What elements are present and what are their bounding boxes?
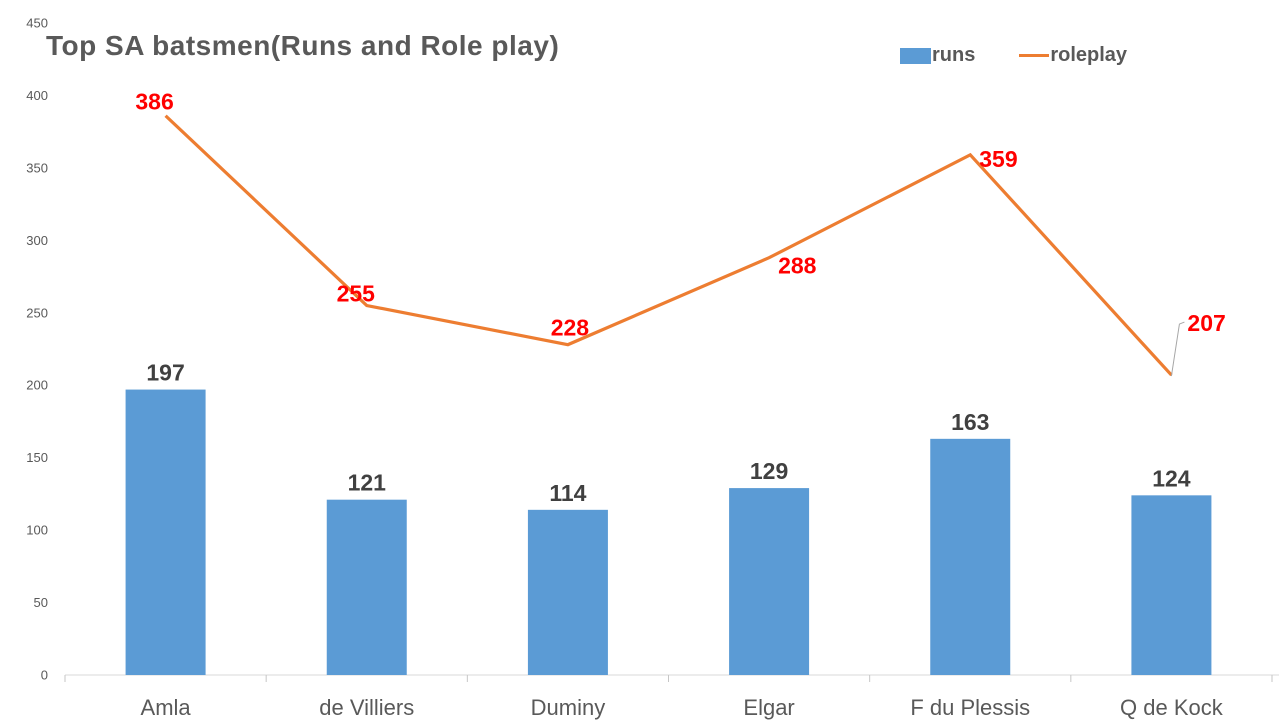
legend-label-roleplay: roleplay [1050,44,1128,66]
legend-item-roleplay[interactable]: roleplay [1019,44,1127,67]
runs-bar [527,509,608,675]
y-axis-tick-label: 400 [26,88,48,103]
line-point-label: 228 [551,315,590,341]
y-axis-tick-label: 450 [26,16,48,31]
x-axis-category-label: F du Plessis [910,695,1030,720]
y-axis-tick-label: 200 [26,378,48,393]
roleplay-swatch-icon [1019,53,1050,58]
line-point-label: 207 [1187,310,1225,336]
y-axis-tick-label: 300 [26,233,48,248]
y-axis-tick-label: 0 [41,668,48,683]
y-axis-tick-label: 100 [26,523,48,538]
y-axis-tick-label: 50 [34,595,48,610]
x-axis-category-label: Duminy [531,695,606,720]
x-axis-category-label: Q de Kock [1120,695,1224,720]
y-axis-tick-label: 150 [26,450,48,465]
runs-bar [125,389,206,675]
x-axis-category-label: Amla [141,695,192,720]
legend-item-runs[interactable]: runs [900,44,975,67]
runs-swatch-icon [900,47,931,64]
runs-bar [1131,495,1212,675]
bar-value-label: 124 [1152,465,1191,491]
y-axis-tick-label: 250 [26,305,48,320]
line-point-label: 255 [337,281,376,307]
leader-line [1170,321,1185,377]
roleplay-line [164,114,1173,377]
bar-value-label: 197 [146,360,184,386]
legend-label-runs: runs [932,44,976,66]
runs-bar [930,438,1011,675]
x-axis-category-label: Elgar [743,695,794,720]
bar-value-label: 114 [549,480,586,506]
bar-value-label: 163 [951,409,989,435]
legend: runs roleplay [900,44,1127,67]
runs-bar [729,488,810,675]
chart-title: Top SA batsmen(Runs and Role play) [46,30,560,61]
runs-bar [326,499,407,675]
line-point-label: 359 [979,146,1017,172]
bar-value-label: 121 [348,470,387,496]
line-point-label: 386 [135,89,173,115]
y-axis-tick-label: 350 [26,160,48,175]
bar-value-label: 129 [750,458,788,484]
x-axis-category-label: de Villiers [319,695,414,720]
line-point-label: 288 [778,253,817,279]
